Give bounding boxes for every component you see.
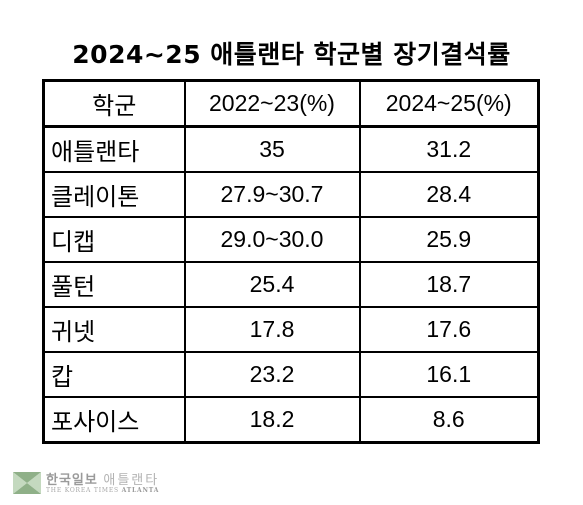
school-name: 캅 xyxy=(42,351,186,398)
absence-rate-table: 학군 2022~23(%) 2024~25(%) 애틀랜타 35 31.2 클레… xyxy=(42,79,540,444)
rate-2024-25: 17.6 xyxy=(358,306,540,353)
header-row: 학군 2022~23(%) 2024~25(%) xyxy=(42,79,540,128)
header-2024-25: 2024~25(%) xyxy=(358,79,540,128)
school-name: 디캡 xyxy=(42,216,186,263)
rate-2024-25: 25.9 xyxy=(358,216,540,263)
table-row: 클레이톤 27.9~30.7 28.4 xyxy=(42,171,540,218)
rate-2022-23: 23.2 xyxy=(183,351,361,398)
school-name: 귀넷 xyxy=(42,306,186,353)
logo-english-text: THE KOREA TIMES ATLANTA xyxy=(46,487,159,494)
table-row: 귀넷 17.8 17.6 xyxy=(42,306,540,353)
header-2022-23: 2022~23(%) xyxy=(183,79,361,128)
korea-times-atlanta-logo: 한국일보 애틀랜타 THE KOREA TIMES ATLANTA xyxy=(12,470,212,498)
rate-2022-23: 29.0~30.0 xyxy=(183,216,361,263)
school-name: 포사이스 xyxy=(42,396,186,444)
logo-korean-text: 한국일보 애틀랜타 xyxy=(46,469,159,488)
rate-2022-23: 17.8 xyxy=(183,306,361,353)
rate-2022-23: 35 xyxy=(183,125,361,173)
table-row: 풀턴 25.4 18.7 xyxy=(42,261,540,308)
table-row: 디캡 29.0~30.0 25.9 xyxy=(42,216,540,263)
table-title: 2024~25 애틀랜타 학군별 장기결석률 xyxy=(72,40,511,69)
table-row: 애틀랜타 35 31.2 xyxy=(42,125,540,173)
rate-2022-23: 27.9~30.7 xyxy=(183,171,361,218)
rate-2022-23: 25.4 xyxy=(183,261,361,308)
rate-2024-25: 31.2 xyxy=(358,125,540,173)
school-name: 클레이톤 xyxy=(42,171,186,218)
table-row: 포사이스 18.2 8.6 xyxy=(42,396,540,444)
rate-2022-23: 18.2 xyxy=(183,396,361,444)
logo-name-en: THE KOREA TIMES xyxy=(46,487,119,494)
logo-name-ko: 한국일보 xyxy=(46,473,98,488)
logo-city-en: ATLANTA xyxy=(121,487,160,494)
rate-2024-25: 16.1 xyxy=(358,351,540,398)
rate-2024-25: 28.4 xyxy=(358,171,540,218)
rate-2024-25: 8.6 xyxy=(358,396,540,444)
logo-city-ko: 애틀랜타 xyxy=(103,473,160,488)
rate-2024-25: 18.7 xyxy=(358,261,540,308)
school-name: 풀턴 xyxy=(42,261,186,308)
korea-times-logo-icon xyxy=(13,472,41,494)
header-school: 학군 xyxy=(42,79,186,128)
table-row: 캅 23.2 16.1 xyxy=(42,351,540,398)
school-name: 애틀랜타 xyxy=(42,125,186,173)
